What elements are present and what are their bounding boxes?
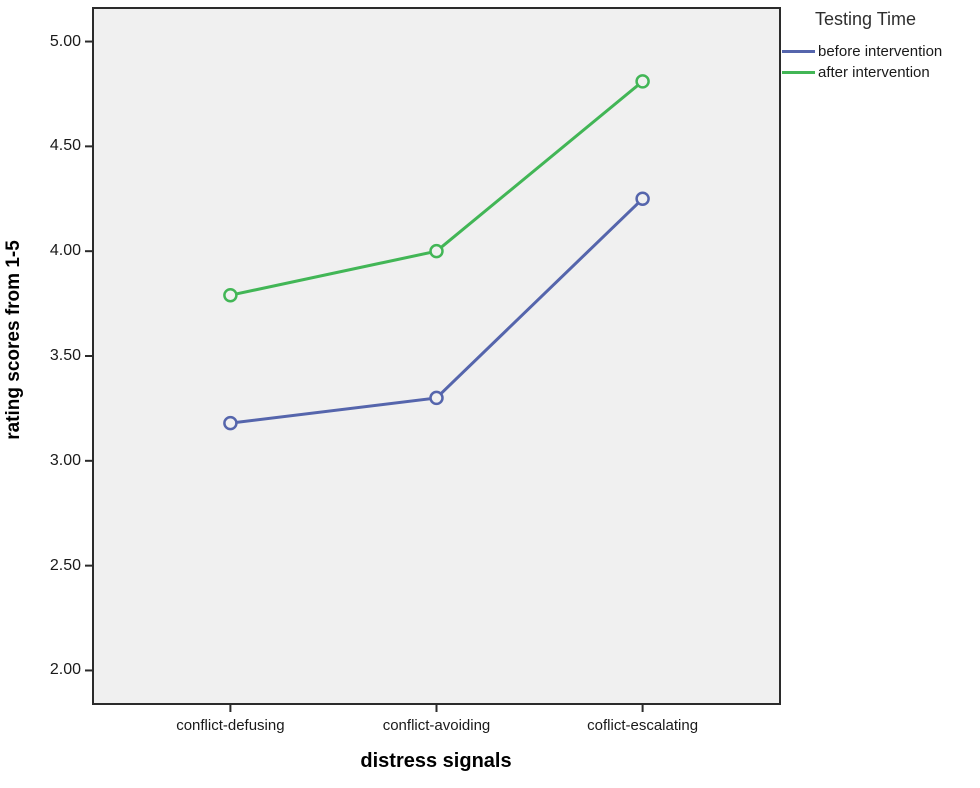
legend-item-label: after intervention — [818, 64, 930, 81]
y-tick-label: 3.50 — [49, 347, 81, 364]
x-category-label: coflict-escalating — [587, 717, 699, 734]
legend-item: after intervention — [782, 62, 980, 83]
x-axis-title: distress signals — [360, 750, 512, 772]
y-tick-label: 2.00 — [49, 661, 81, 679]
y-tick-label: 4.50 — [49, 137, 81, 155]
data-point-marker — [635, 74, 650, 89]
legend: Testing Time before intervention after in… — [782, 9, 980, 83]
data-point-marker — [429, 390, 444, 406]
y-tick-label: 2.50 — [49, 556, 81, 574]
plot-panel — [92, 7, 781, 705]
y-tick-label: 3.00 — [49, 451, 81, 469]
data-point-marker — [635, 191, 650, 207]
x-category-label: conflict-avoiding — [382, 717, 491, 734]
legend-swatch-line — [782, 71, 815, 74]
legend-item: before intervention — [782, 41, 980, 62]
legend-title: Testing Time — [815, 9, 917, 29]
y-tick-label: 5.00 — [49, 32, 81, 50]
legend-item-label: before intervention — [818, 43, 943, 60]
legend-swatch-line — [782, 50, 815, 53]
x-category-label: conflict-defusing — [176, 717, 285, 734]
data-point-marker — [429, 243, 444, 259]
legend-items: before intervention after intervention — [782, 41, 980, 83]
y-tick-label: 4.00 — [49, 242, 81, 260]
data-point-marker — [223, 415, 238, 431]
data-point-marker — [223, 287, 238, 303]
y-axis-title: rating scores from 1-5 — [3, 240, 24, 440]
